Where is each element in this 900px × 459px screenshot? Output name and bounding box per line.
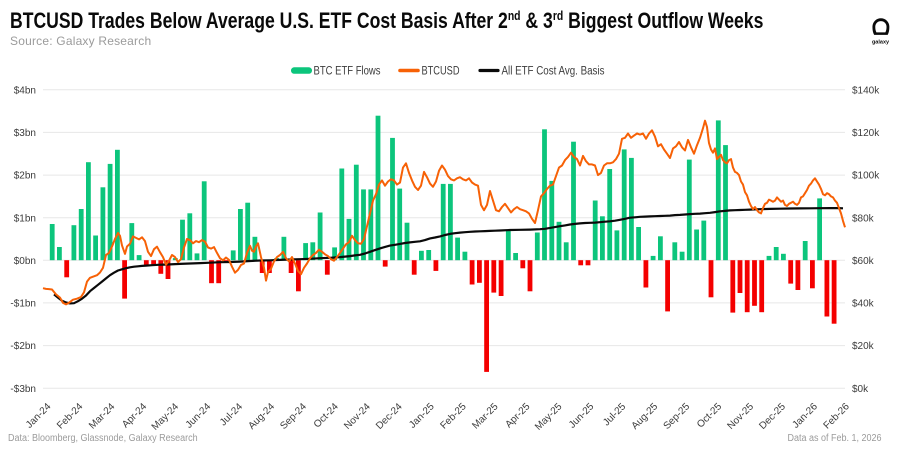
svg-text:$20k: $20k (852, 341, 875, 352)
svg-text:$60k: $60k (852, 256, 875, 267)
svg-text:Jan-26: Jan-26 (791, 401, 821, 431)
svg-text:Mar-25: Mar-25 (470, 401, 500, 431)
svg-text:$80k: $80k (852, 213, 875, 224)
svg-text:Dec-25: Dec-25 (757, 401, 788, 432)
svg-text:-$1bn: -$1bn (10, 299, 36, 310)
svg-text:$0k: $0k (852, 384, 869, 395)
svg-text:$1bn: $1bn (14, 213, 36, 224)
svg-text:Apr-24: Apr-24 (120, 401, 149, 430)
svg-text:Dec-24: Dec-24 (374, 401, 405, 432)
svg-text:Jun-24: Jun-24 (184, 401, 214, 431)
svg-text:$3bn: $3bn (14, 128, 36, 139)
svg-text:galaxy: galaxy (872, 40, 890, 46)
svg-text:All ETF Cost Avg. Basis: All ETF Cost Avg. Basis (502, 66, 605, 78)
svg-text:Jul-24: Jul-24 (218, 401, 245, 428)
svg-text:-$2bn: -$2bn (10, 341, 36, 352)
svg-text:Mar-24: Mar-24 (87, 401, 117, 431)
svg-text:$120k: $120k (852, 128, 880, 139)
svg-text:$100k: $100k (852, 171, 880, 182)
svg-text:Jun-25: Jun-25 (567, 401, 597, 431)
svg-text:$140k: $140k (852, 85, 880, 96)
svg-text:$40k: $40k (852, 299, 875, 310)
svg-text:Nov-25: Nov-25 (725, 401, 756, 432)
svg-text:Aug-24: Aug-24 (246, 401, 277, 432)
svg-text:Aug-25: Aug-25 (630, 401, 661, 432)
svg-text:May-24: May-24 (150, 401, 182, 433)
svg-text:$2bn: $2bn (14, 171, 36, 182)
svg-text:Sep-24: Sep-24 (278, 401, 309, 432)
svg-text:Jan-25: Jan-25 (407, 401, 437, 431)
svg-text:Feb-24: Feb-24 (55, 401, 85, 431)
svg-text:Oct-25: Oct-25 (695, 401, 724, 430)
svg-text:Sep-25: Sep-25 (662, 401, 693, 432)
svg-text:$0bn: $0bn (14, 256, 36, 267)
svg-text:Feb-26: Feb-26 (822, 401, 852, 431)
svg-text:Apr-25: Apr-25 (503, 401, 532, 430)
svg-text:$4bn: $4bn (14, 85, 36, 96)
svg-text:-$3bn: -$3bn (10, 384, 36, 395)
svg-text:Nov-24: Nov-24 (342, 401, 373, 432)
svg-text:BTC ETF Flows: BTC ETF Flows (314, 66, 381, 78)
svg-text:Jul-25: Jul-25 (601, 401, 628, 428)
svg-text:Oct-24: Oct-24 (312, 401, 341, 430)
svg-text:Feb-25: Feb-25 (438, 401, 468, 431)
svg-text:May-25: May-25 (533, 401, 565, 433)
svg-text:Jan-24: Jan-24 (24, 401, 54, 431)
svg-text:BTCUSD: BTCUSD (422, 66, 460, 78)
